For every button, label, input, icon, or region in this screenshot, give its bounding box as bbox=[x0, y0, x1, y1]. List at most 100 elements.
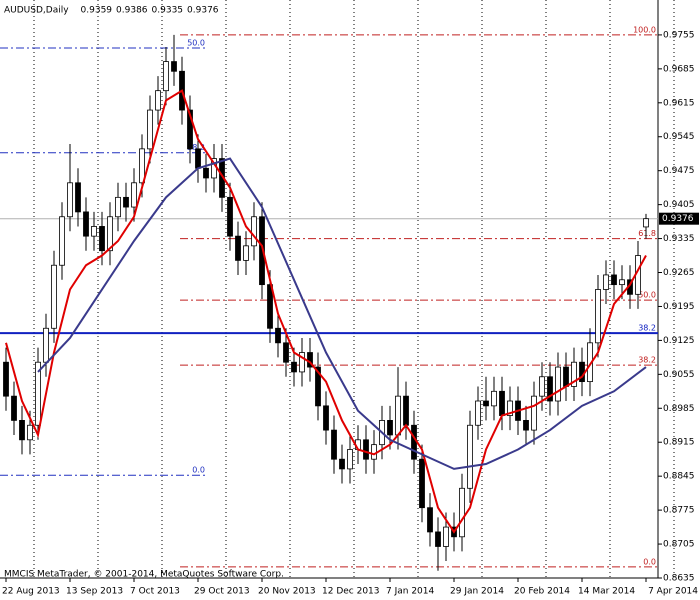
candle-body bbox=[363, 439, 369, 460]
candle-body bbox=[131, 182, 137, 208]
candle-body bbox=[243, 245, 249, 261]
candle-body bbox=[147, 109, 153, 150]
candle-body bbox=[75, 182, 81, 213]
candle-body bbox=[395, 395, 401, 436]
candle-body bbox=[251, 216, 257, 247]
candle-body bbox=[59, 216, 65, 266]
x-tick-label: 29 Jan 2014 bbox=[450, 587, 504, 597]
candle-body bbox=[123, 196, 129, 208]
candle-body bbox=[163, 61, 169, 92]
candle-body bbox=[347, 449, 353, 470]
candle-body bbox=[11, 395, 17, 421]
candle-body bbox=[315, 366, 321, 407]
y-tick-label: 0.9405 bbox=[663, 200, 695, 210]
candle-body bbox=[491, 390, 497, 407]
price-box bbox=[659, 212, 699, 225]
price-label: 0.9376 bbox=[662, 214, 694, 224]
candle-body bbox=[227, 196, 233, 237]
candle-body bbox=[595, 289, 601, 344]
candle-body bbox=[331, 429, 337, 460]
candle-body bbox=[67, 182, 73, 218]
moving-average bbox=[37, 157, 647, 470]
y-tick-label: 0.9195 bbox=[663, 302, 695, 312]
candle-body bbox=[91, 226, 97, 237]
candle-body bbox=[403, 395, 409, 426]
candle-body bbox=[523, 420, 529, 431]
candle-body bbox=[3, 361, 9, 397]
candle-body bbox=[99, 226, 105, 252]
y-tick-label: 0.8915 bbox=[663, 438, 695, 448]
candle-body bbox=[339, 458, 345, 470]
fib-label: 50.0 bbox=[187, 39, 205, 48]
candle-body bbox=[19, 420, 25, 441]
y-tick-label: 0.9335 bbox=[663, 234, 695, 244]
candle-body bbox=[155, 90, 161, 111]
footer: MMCIS MetaTrader, © 2001-2014, MetaQuote… bbox=[4, 570, 284, 580]
candle-body bbox=[259, 216, 265, 286]
candle-body bbox=[115, 196, 121, 218]
fib-label: 100.0 bbox=[633, 25, 656, 34]
candle-body bbox=[323, 405, 329, 431]
fib-label: 0.0 bbox=[192, 466, 205, 475]
fib-label: 0.0 bbox=[643, 557, 656, 566]
header-ohlc: 0.9335 bbox=[152, 6, 184, 16]
x-tick-label: 7 Oct 2013 bbox=[130, 587, 180, 597]
y-tick-label: 0.8985 bbox=[663, 404, 695, 414]
candle-body bbox=[107, 216, 113, 252]
x-tick-label: 20 Nov 2013 bbox=[258, 587, 316, 597]
fib-label: 38.2 bbox=[187, 143, 205, 152]
candle-body bbox=[275, 327, 281, 344]
x-tick-label: 20 Feb 2014 bbox=[514, 587, 570, 597]
candle-body bbox=[419, 458, 425, 509]
candle-body bbox=[507, 400, 513, 416]
candle-body bbox=[371, 444, 377, 460]
candle-body bbox=[83, 211, 89, 237]
y-tick-label: 0.8705 bbox=[663, 540, 695, 550]
candle-body bbox=[235, 235, 241, 261]
y-tick-label: 0.9055 bbox=[663, 370, 695, 380]
candle-body bbox=[571, 361, 577, 387]
candle-body bbox=[171, 61, 177, 72]
candle-body bbox=[531, 395, 537, 431]
candle-body bbox=[299, 352, 305, 373]
candle-body bbox=[51, 264, 57, 329]
candle-body bbox=[411, 424, 417, 460]
candle-body bbox=[611, 274, 617, 286]
x-tick-label: 29 Oct 2013 bbox=[194, 587, 250, 597]
candle-body bbox=[27, 424, 33, 441]
candle-body bbox=[139, 148, 145, 184]
y-tick-label: 0.9125 bbox=[663, 336, 695, 346]
candle-body bbox=[443, 526, 449, 547]
y-tick-label: 0.9755 bbox=[663, 30, 695, 40]
y-tick-label: 0.8845 bbox=[663, 472, 695, 482]
fib-label: 61.8 bbox=[638, 229, 656, 238]
hline-label: 38.2 bbox=[638, 324, 656, 333]
candle-body bbox=[435, 531, 441, 547]
candle-body bbox=[539, 376, 545, 397]
header-ohlc: 0.9386 bbox=[116, 6, 148, 16]
candle-body bbox=[35, 361, 41, 426]
candle-body bbox=[283, 342, 289, 363]
x-tick-label: 7 Jan 2014 bbox=[386, 587, 434, 597]
y-tick-label: 0.8635 bbox=[663, 574, 695, 584]
candle-body bbox=[547, 376, 553, 402]
candle-body bbox=[387, 420, 393, 436]
candle-body bbox=[475, 400, 481, 426]
fib-label: 38.2 bbox=[638, 356, 656, 365]
candle-body bbox=[563, 366, 569, 387]
candle-body bbox=[427, 507, 433, 533]
y-tick-label: 0.9545 bbox=[663, 132, 695, 142]
fib-label: 50.0 bbox=[638, 291, 656, 300]
candle-body bbox=[267, 284, 273, 329]
candle-body bbox=[499, 390, 505, 416]
x-tick-label: 13 Sep 2013 bbox=[66, 587, 123, 597]
candle-body bbox=[483, 400, 489, 407]
candle-body bbox=[203, 167, 209, 179]
candle-body bbox=[555, 366, 561, 402]
candle-body bbox=[195, 148, 201, 169]
y-tick-label: 0.9265 bbox=[663, 268, 695, 278]
candle-body bbox=[619, 279, 625, 286]
y-tick-label: 0.9685 bbox=[663, 64, 695, 74]
